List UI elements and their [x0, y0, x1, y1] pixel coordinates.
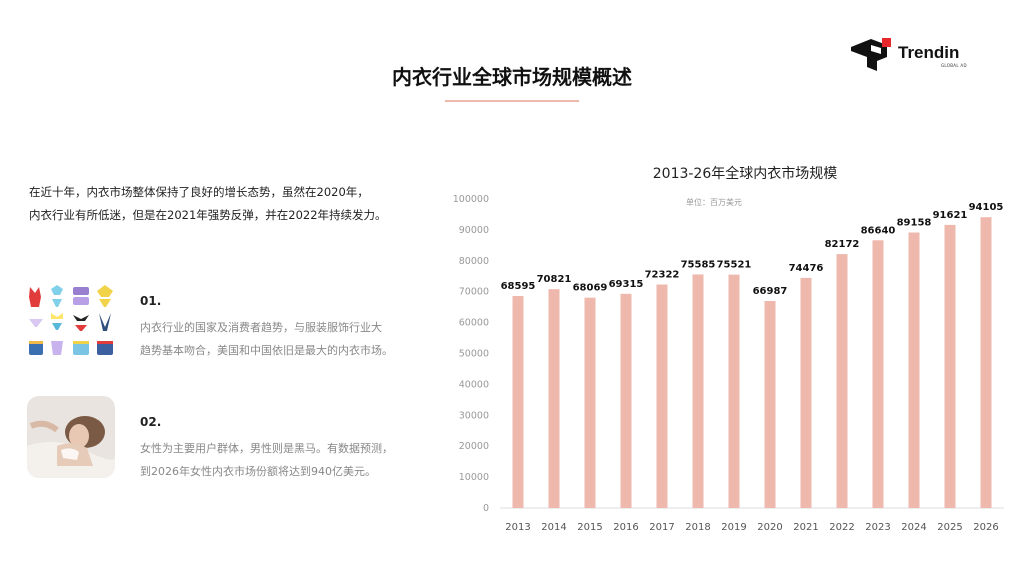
lingerie-icons-image: [27, 283, 115, 365]
bar: [692, 274, 704, 508]
brand-logo: Trendin GLOBAL AD: [849, 37, 979, 73]
intro-line: 内衣行业有所低迷，但是在2021年强势反弹，并在2022年持续发力。: [29, 208, 387, 222]
item-2-line: 到2026年女性内衣市场份额将达到940亿美元。: [140, 465, 376, 478]
bar: [656, 284, 668, 508]
data-label: 66987: [753, 286, 788, 297]
x-tick-label: 2022: [829, 522, 854, 533]
bar: [548, 289, 560, 508]
x-tick-label: 2021: [793, 522, 818, 533]
y-tick-label: 20000: [459, 441, 489, 452]
bar: [620, 293, 632, 508]
data-label: 94105: [969, 202, 1004, 213]
x-tick-label: 2026: [973, 522, 998, 533]
item-1-number: 01.: [140, 294, 162, 308]
bar: [800, 277, 812, 508]
brand-logo-mark: [851, 38, 891, 71]
lingerie-icons-graphic: [29, 285, 113, 355]
y-tick-label: 60000: [459, 318, 489, 329]
x-tick-label: 2024: [901, 522, 926, 533]
bar: [584, 297, 596, 508]
intro-line: 在近十年，内衣市场整体保持了良好的增长态势，虽然在2020年，: [29, 185, 369, 199]
x-tick-label: 2020: [757, 522, 782, 533]
bar: [872, 240, 884, 508]
page-title: 内衣行业全球市场规模概述: [392, 65, 632, 89]
item-1-line: 内衣行业的国家及消费者趋势，与服装服饰行业大: [140, 321, 382, 334]
y-tick-label: 100000: [453, 194, 489, 205]
bar: [512, 296, 524, 508]
y-tick-label: 10000: [459, 472, 489, 483]
data-label: 75521: [717, 260, 752, 271]
y-tick-label: 40000: [459, 379, 489, 390]
x-tick-label: 2015: [577, 522, 602, 533]
x-tick-label: 2014: [541, 522, 566, 533]
chart-unit-label: 单位：百万美元: [686, 198, 742, 207]
data-label: 89158: [897, 218, 932, 229]
data-label: 68595: [501, 281, 536, 292]
data-label: 82172: [825, 239, 860, 250]
bar: [728, 274, 740, 508]
intro-paragraph: 在近十年，内衣市场整体保持了良好的增长态势，虽然在2020年， 内衣行业有所低迷…: [29, 181, 429, 227]
item-2-text: 女性为主要用户群体，男性则是黑马。有数据预测， 到2026年女性内衣市场份额将达…: [140, 437, 420, 483]
item-2-line: 女性为主要用户群体，男性则是黑马。有数据预测，: [140, 442, 393, 455]
x-tick-label: 2018: [685, 522, 710, 533]
data-label: 74476: [789, 263, 824, 274]
y-tick-label: 30000: [459, 410, 489, 421]
data-label: 72322: [645, 270, 680, 281]
x-tick-label: 2017: [649, 522, 674, 533]
bar: [944, 224, 956, 508]
bar: [764, 301, 776, 508]
x-tick-label: 2019: [721, 522, 746, 533]
x-tick-label: 2023: [865, 522, 890, 533]
x-tick-label: 2016: [613, 522, 638, 533]
y-tick-label: 80000: [459, 256, 489, 267]
bar: [836, 254, 848, 508]
data-label: 69315: [609, 279, 644, 290]
y-tick-label: 0: [483, 503, 489, 514]
data-label: 86640: [861, 225, 896, 236]
title-underline: [445, 100, 579, 102]
bar: [980, 217, 992, 508]
x-tick-label: 2013: [505, 522, 530, 533]
data-label: 75585: [681, 259, 716, 270]
brand-name: Trendin: [898, 43, 960, 62]
y-tick-label: 50000: [459, 349, 489, 360]
data-label: 91621: [933, 210, 968, 221]
item-2-number: 02.: [140, 415, 162, 429]
x-tick-label: 2025: [937, 522, 962, 533]
brand-subtitle: GLOBAL AD: [941, 63, 967, 68]
bar: [908, 232, 920, 509]
y-tick-label: 90000: [459, 225, 489, 236]
data-label: 68069: [573, 283, 608, 294]
y-tick-label: 70000: [459, 287, 489, 298]
chart-title: 2013-26年全球内衣市场规模: [652, 166, 838, 182]
model-photo-graphic: [27, 396, 115, 478]
model-photo: [27, 396, 115, 478]
item-1-text: 内衣行业的国家及消费者趋势，与服装服饰行业大 趋势基本吻合，美国和中国依旧是最大…: [140, 316, 420, 362]
item-1-line: 趋势基本吻合，美国和中国依旧是最大的内衣市场。: [140, 344, 393, 357]
data-label: 70821: [537, 274, 572, 285]
